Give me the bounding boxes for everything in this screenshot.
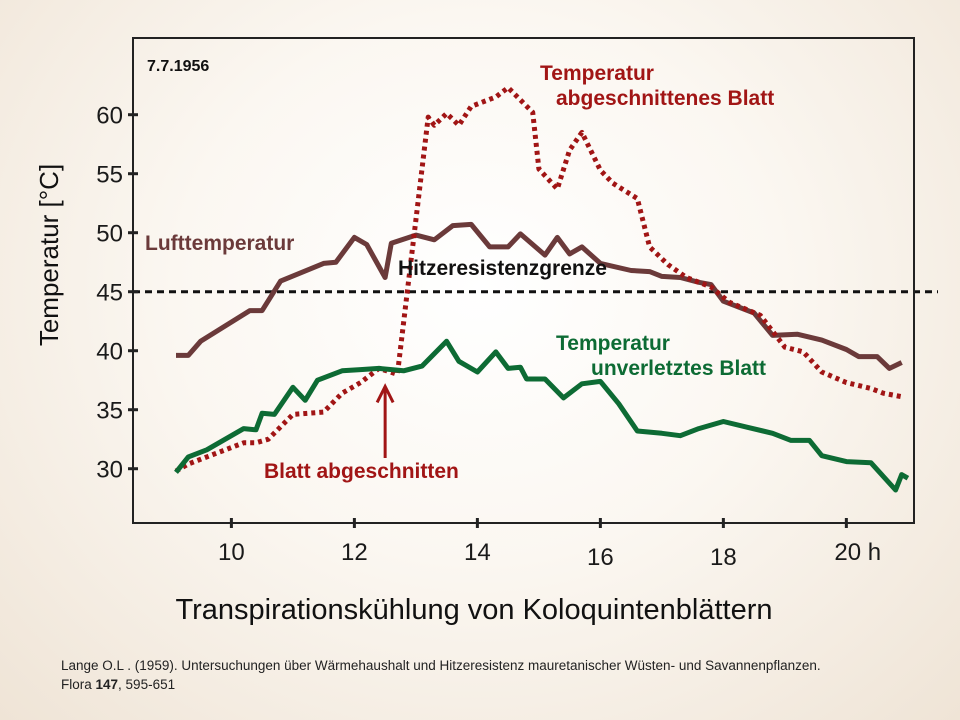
cut-event-arrow-head xyxy=(375,383,395,404)
chart-title: Transpirationskühlung von Koloquintenblä… xyxy=(175,594,772,626)
series-line-3 xyxy=(174,338,910,493)
annotation-cut-leaf-line1: Temperatur xyxy=(540,62,654,85)
citation-pages: , 595-651 xyxy=(118,677,176,692)
y-axis: 30 35 40 45 50 55 60 xyxy=(96,103,138,484)
series-line-1 xyxy=(176,221,903,371)
x-tick-label: 14 xyxy=(464,539,491,566)
citation-line2: Flora 147, 595-651 xyxy=(61,675,951,694)
y-tick-label: 55 xyxy=(96,162,123,189)
y-axis-label: Temperatur [°C] xyxy=(34,164,64,346)
y-tick-label: 45 xyxy=(96,280,123,307)
annotation-intact-leaf-line2: unverletztes Blatt xyxy=(591,357,766,380)
series-layer xyxy=(133,85,938,493)
y-tick-label: 50 xyxy=(96,221,123,248)
x-tick-label: 20 h xyxy=(834,539,881,566)
citation: Lange O.L . (1959). Untersuchungen über … xyxy=(61,656,951,694)
annotation-intact-leaf-line1: Temperatur xyxy=(556,332,670,355)
citation-line1: Lange O.L . (1959). Untersuchungen über … xyxy=(61,658,821,673)
citation-volume: 147 xyxy=(95,677,119,692)
y-tick-label: 30 xyxy=(96,457,123,484)
annotation-threshold: Hitzeresistenzgrenze xyxy=(398,257,607,280)
annotation-cut-event: Blatt abgeschnitten xyxy=(264,460,459,483)
plot-frame xyxy=(132,37,915,524)
y-tick-label: 60 xyxy=(96,103,123,130)
citation-journal: Flora xyxy=(61,677,96,692)
y-tick-label: 35 xyxy=(96,398,123,425)
y-tick-label: 40 xyxy=(96,339,123,366)
annotation-lufttemperatur: Lufttemperatur xyxy=(145,232,294,255)
annotation-cut-leaf-line2: abgeschnittenes Blatt xyxy=(556,87,774,110)
x-tick-label: 12 xyxy=(341,539,368,566)
x-tick-label: 10 xyxy=(218,539,245,566)
date-label: 7.7.1956 xyxy=(147,58,209,75)
x-axis: 10 12 14 16 18 20 h xyxy=(218,518,881,571)
x-tick-label: 18 xyxy=(710,544,737,571)
x-tick-label: 16 xyxy=(587,544,614,571)
